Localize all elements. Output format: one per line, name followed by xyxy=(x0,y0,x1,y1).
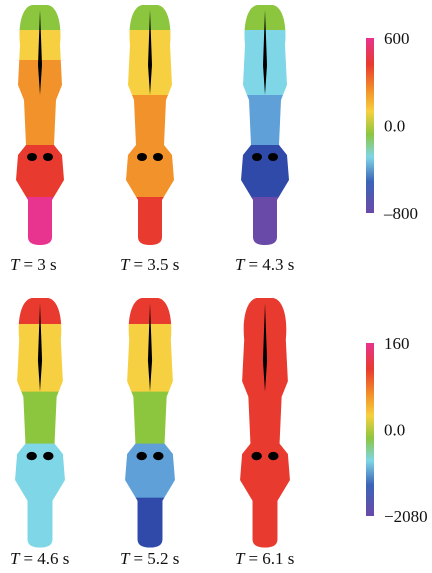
node xyxy=(26,452,36,460)
band xyxy=(10,197,70,246)
contour-plot xyxy=(10,5,70,246)
panel-label: T= 4.6 s xyxy=(10,549,69,568)
node xyxy=(153,153,163,161)
panel-label: T= 5.2 s xyxy=(120,549,179,568)
band xyxy=(120,197,180,246)
contour-plot xyxy=(119,298,181,548)
label-rest: = 4.6 s xyxy=(23,549,69,568)
node xyxy=(43,452,53,460)
band xyxy=(9,392,71,445)
panel-label: T= 3.5 s xyxy=(120,255,179,274)
band xyxy=(119,392,181,445)
colorbar-label: 160 xyxy=(384,334,410,353)
contour-plot xyxy=(234,298,296,548)
band xyxy=(120,145,180,198)
node xyxy=(251,452,261,460)
band xyxy=(119,498,181,548)
band xyxy=(235,95,295,146)
colorbar-label: 0.0 xyxy=(384,117,405,136)
node xyxy=(43,153,53,161)
label-rest: = 3 s xyxy=(23,255,56,274)
node xyxy=(153,452,163,460)
panel-label: T= 3 s xyxy=(10,255,57,274)
band xyxy=(10,95,70,146)
colorbar-label: 0.0 xyxy=(384,421,405,440)
node xyxy=(268,153,278,161)
node xyxy=(137,153,147,161)
contour-plot xyxy=(235,5,295,246)
label-var: T xyxy=(235,549,246,568)
figure: T= 3 sT= 3.5 sT= 4.3 sT= 4.6 sT= 5.2 sT=… xyxy=(0,0,432,573)
panel-label: T= 6.1 s xyxy=(235,549,294,568)
label-rest: = 5.2 s xyxy=(133,549,179,568)
band xyxy=(235,197,295,246)
band xyxy=(234,444,296,499)
colorbar-label: –800 xyxy=(383,204,418,223)
node xyxy=(27,153,37,161)
band xyxy=(235,145,295,198)
label-rest: = 6.1 s xyxy=(248,549,294,568)
band xyxy=(119,444,181,499)
label-rest: = 4.3 s xyxy=(248,255,294,274)
node xyxy=(268,452,278,460)
colorbar xyxy=(366,38,374,213)
contour-plot xyxy=(120,5,180,246)
band xyxy=(9,498,71,548)
band xyxy=(10,145,70,198)
band xyxy=(234,392,296,445)
contour-plot xyxy=(9,298,71,548)
band xyxy=(120,95,180,146)
label-var: T xyxy=(235,255,246,274)
colorbar-label: −2080 xyxy=(384,507,428,526)
label-var: T xyxy=(10,549,21,568)
label-var: T xyxy=(120,549,131,568)
colorbar xyxy=(366,343,374,516)
band xyxy=(234,498,296,548)
label-rest: = 3.5 s xyxy=(133,255,179,274)
colorbar-label: 600 xyxy=(384,29,410,48)
panel-label: T= 4.3 s xyxy=(235,255,294,274)
node xyxy=(252,153,262,161)
label-var: T xyxy=(10,255,21,274)
node xyxy=(136,452,146,460)
label-var: T xyxy=(120,255,131,274)
band xyxy=(9,444,71,499)
